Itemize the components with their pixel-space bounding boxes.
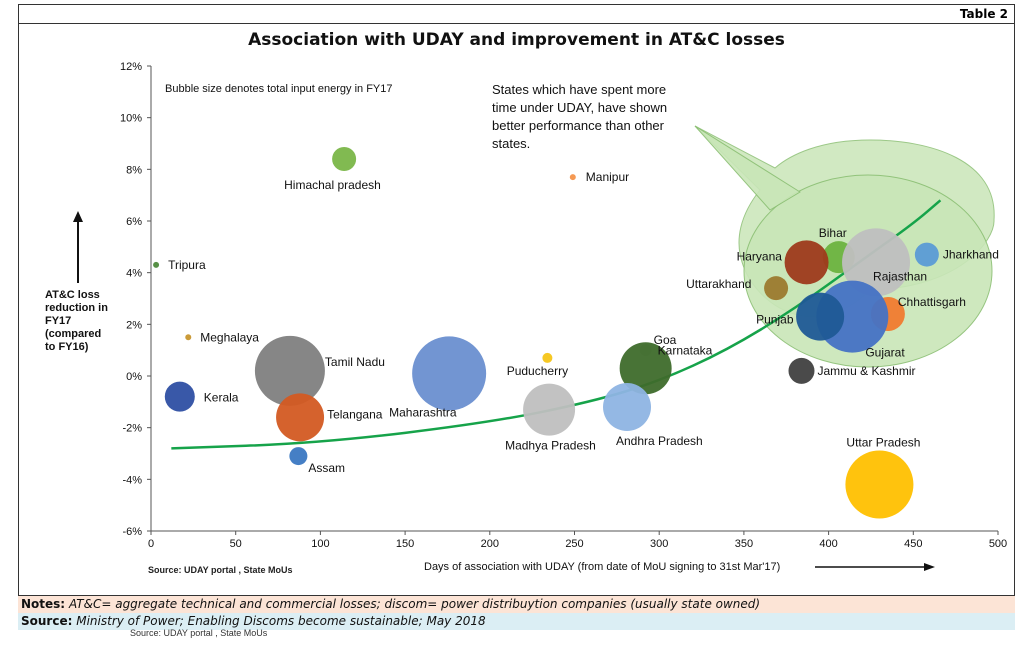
bubble-uttar-pradesh xyxy=(845,450,914,519)
bubble-label: Andhra Pradesh xyxy=(616,434,703,448)
bubble-karnataka xyxy=(619,342,672,395)
bubble-puducherry xyxy=(542,352,553,363)
bubble-label: Punjab xyxy=(756,313,794,327)
bubble-label: Tamil Nadu xyxy=(325,355,385,369)
chart-source-note: Source: UDAY portal , State MoUs xyxy=(148,565,293,575)
source-bar: Source: Ministry of Power; Enabling Disc… xyxy=(18,613,1015,630)
bubble-label: Jammu & Kashmir xyxy=(817,364,915,378)
x-tick-label: 500 xyxy=(989,538,1007,550)
y-tick-label: -6% xyxy=(122,526,142,538)
x-tick-label: 250 xyxy=(565,538,583,550)
bubble-haryana xyxy=(784,240,829,285)
y-tick-label: 2% xyxy=(126,319,142,331)
bubble-label: Tripura xyxy=(168,258,206,272)
bubble-label: Telangana xyxy=(327,407,383,421)
bubble-andhra-pradesh xyxy=(603,383,652,431)
y-axis-label: AT&C loss xyxy=(45,289,100,301)
y-axis-label: (compared xyxy=(45,328,101,340)
x-axis-arrow-head xyxy=(924,563,935,571)
y-axis-label: reduction in xyxy=(45,302,108,314)
bubble-label: Rajasthan xyxy=(873,269,927,283)
callout-text: better performance than other xyxy=(492,118,665,133)
y-tick-label: -4% xyxy=(122,474,142,486)
bubble-chart: -6% -4% -2% 0% 2% 4% 6% 8% 10% 12% 0 50 100 150 200 250… xyxy=(45,61,1007,575)
notes-text: AT&C= aggregate technical and commercial… xyxy=(68,597,761,611)
bubble-telangana xyxy=(276,393,325,442)
x-tick-label: 400 xyxy=(819,538,837,550)
y-tick-label: 12% xyxy=(120,61,142,73)
bubble-tamil-nadu xyxy=(254,335,325,406)
y-tick-label: 8% xyxy=(126,164,142,176)
callout-text: States which have spent more xyxy=(492,82,666,97)
bubble-jharkhand xyxy=(914,242,939,267)
callout-pointer xyxy=(694,125,801,211)
bubble-label: Maharashtra xyxy=(389,405,457,419)
source-label: Source: xyxy=(21,614,73,628)
bubble-label: Haryana xyxy=(737,249,783,263)
bubble-label: Manipur xyxy=(586,170,629,184)
bubble-label: Gujarat xyxy=(865,346,905,360)
bubble-label: Himachal pradesh xyxy=(284,178,381,192)
bubble-label: Bihar xyxy=(819,226,847,240)
bubble-maharashtra xyxy=(412,336,487,411)
bubble-label: Madhya Pradesh xyxy=(505,439,596,453)
table-tag: Table 2 xyxy=(959,7,1008,21)
ghost-source-text: Source: UDAY portal , State MoUs xyxy=(130,628,268,638)
chart-title: Association with UDAY and improvement in… xyxy=(248,30,785,50)
bubble-label: Puducherry xyxy=(507,364,568,378)
bubble-label: Uttarakhand xyxy=(686,277,751,291)
x-tick-label: 150 xyxy=(396,538,414,550)
y-tick-label: -2% xyxy=(122,423,142,435)
x-tick-label: 100 xyxy=(311,538,329,550)
y-tick-label: 10% xyxy=(120,113,142,125)
bubble-label: Kerala xyxy=(204,391,239,405)
source-text: Ministry of Power; Enabling Discoms beco… xyxy=(76,614,486,628)
bubble-jammu-kashmir xyxy=(788,357,815,384)
bubble-kerala xyxy=(164,381,195,412)
bubble-uttarakhand xyxy=(764,276,789,301)
x-tick-label: 350 xyxy=(735,538,753,550)
bubble-label: Goa xyxy=(654,333,677,347)
y-tick-label: 6% xyxy=(126,216,142,228)
x-tick-label: 450 xyxy=(904,538,922,550)
bubble-meghalaya xyxy=(185,334,192,341)
bubble-label: Chhattisgarh xyxy=(898,295,966,309)
y-axis-label: to FY16) xyxy=(45,341,89,353)
bubble-madhya-pradesh xyxy=(523,383,576,436)
bubble-rajasthan xyxy=(842,228,911,297)
bubble-manipur xyxy=(569,174,576,181)
notes-label: Notes: xyxy=(21,597,66,611)
y-tick-label: 4% xyxy=(126,268,142,280)
y-tick-label: 0% xyxy=(126,371,142,383)
callout-text: states. xyxy=(492,136,530,151)
bubble-label: Karnataka xyxy=(658,343,713,357)
bubble-label: Meghalaya xyxy=(200,330,259,344)
y-axis-label: FY17 xyxy=(45,315,71,327)
bubble-tripura xyxy=(153,261,160,268)
bubble-himachal-pradesh xyxy=(332,147,357,171)
x-tick-label: 50 xyxy=(230,538,242,550)
callout-text: time under UDAY, have shown xyxy=(492,100,667,115)
bubble-label: Uttar Pradesh xyxy=(846,436,920,450)
x-tick-label: 200 xyxy=(481,538,499,550)
bubble-label: Assam xyxy=(308,461,345,475)
header-divider xyxy=(19,23,1014,24)
notes-bar: Notes: AT&C= aggregate technical and com… xyxy=(18,596,1015,613)
x-tick-label: 0 xyxy=(148,538,154,550)
bubble-size-note: Bubble size denotes total input energy i… xyxy=(165,83,392,95)
callout-pointer-join xyxy=(776,200,806,218)
x-tick-label: 300 xyxy=(650,538,668,550)
bubble-punjab xyxy=(796,292,845,341)
bubble-label: Jharkhand xyxy=(943,248,999,262)
y-axis-arrow-head xyxy=(73,211,83,222)
bubble-assam xyxy=(289,447,308,466)
x-axis-label: Days of association with UDAY (from date… xyxy=(424,561,780,573)
